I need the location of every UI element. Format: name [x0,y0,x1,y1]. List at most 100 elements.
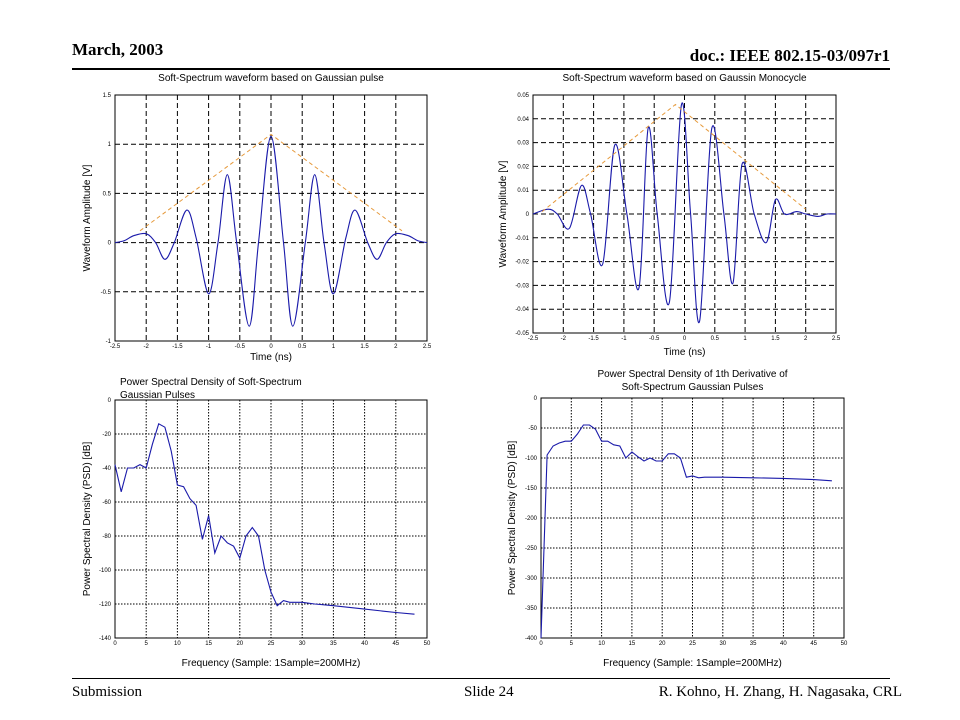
x-tick-label: 2 [394,344,398,350]
x-tick-label: 30 [719,641,726,647]
x-tick-label: 15 [629,641,636,647]
y-tick-label: 0 [108,241,112,247]
x-tick-label: 40 [361,641,368,647]
header-date: March, 2003 [72,40,164,59]
x-tick-label: -2 [144,344,150,350]
envelope-line [139,133,403,232]
y-tick-label: -0.05 [515,331,529,337]
chart-gaussian-pulse-waveform: -2.5 -2 -1.5 -1 -0.5 0 0.5 1 1.5 2 2.5 -1 -0.5 0 0.5 1 1… [82,73,432,363]
chart-psd-gaussian: 0 5 10 15 20 25 30 35 40 45 50 -140 -120 -100 -80 -60 -4… [82,377,431,669]
chart-gaussian-monocycle-waveform: -2.5 -2 -1.5 -1 -0.5 0 0.5 1 1.5 2 2.5 -0.05 -0.04 -0… [498,73,841,358]
x-tick-label: 2 [804,336,808,342]
x-tick-label: 25 [268,641,275,647]
x-tick-label: 0 [683,336,687,342]
x-tick-label: 1 [332,344,336,350]
x-tick-label: 5 [145,641,149,647]
x-tick-label: 40 [780,641,787,647]
y-tick-label: 0 [534,396,538,402]
x-tick-label: 20 [236,641,243,647]
x-tick-label: 10 [598,641,605,647]
y-tick-label: -0.01 [515,236,529,242]
x-tick-label: 20 [659,641,666,647]
y-tick-label: -200 [525,516,538,522]
x-tick-label: -1.5 [172,344,183,350]
x-tick-label: 15 [205,641,212,647]
y-tick-label: -350 [525,606,538,612]
envelope-line [541,103,807,212]
y-tick-label: -100 [525,456,538,462]
chart-title: Soft-Spectrum waveform based on Gaussian… [158,73,384,84]
series-line [114,422,415,615]
x-tick-label: -1 [621,336,627,342]
series-line [532,102,837,324]
x-tick-label: 5 [570,641,574,647]
x-axis-label: Frequency (Sample: 1Sample=200MHz) [603,658,782,669]
x-tick-label: -0.5 [235,344,246,350]
y-tick-label: -50 [528,426,537,432]
x-tick-label: 0.5 [711,336,720,342]
y-tick-label: 0.03 [517,141,529,147]
chart-title: Soft-Spectrum waveform based on Gaussin … [563,73,807,84]
x-tick-label: -2 [561,336,567,342]
x-tick-label: 50 [841,641,848,647]
y-tick-label: -40 [102,466,111,472]
y-axis-label: Power Spectral Density (PSD) [dB] [82,442,93,597]
x-tick-label: 25 [689,641,696,647]
y-tick-label: -300 [525,576,538,582]
footer-authors: R. Kohno, H. Zhang, H. Nagasaka, CRL [658,684,902,700]
y-tick-label: 0 [526,212,530,218]
x-tick-label: 2.5 [832,336,841,342]
y-tick-label: -80 [102,534,111,540]
x-axis-label: Frequency (Sample: 1Sample=200MHz) [182,658,361,669]
x-tick-label: -1.5 [588,336,599,342]
y-tick-label: 0.02 [517,164,529,170]
chart-title: Power Spectral Density of 1th Derivative… [597,369,787,393]
x-tick-label: 45 [392,641,399,647]
y-tick-label: -20 [102,432,111,438]
x-tick-label: -2.5 [528,336,539,342]
y-tick-label: -0.03 [515,283,529,289]
y-tick-label: -60 [102,500,111,506]
x-tick-label: 10 [174,641,181,647]
y-tick-label: -100 [99,568,112,574]
y-tick-label: 0.04 [517,117,529,123]
header-doc-id: doc.: IEEE 802.15-03/097r1 [689,46,890,65]
series-line [114,135,428,327]
y-axis-label: Power Spectral Density (PSD) [dB] [507,441,518,596]
x-tick-label: 35 [750,641,757,647]
y-tick-label: 0 [108,398,112,404]
footer-slide-number: Slide 24 [464,684,514,700]
footer-divider [72,678,890,679]
x-tick-label: 1 [743,336,747,342]
x-tick-label: 50 [424,641,431,647]
y-axis-label: Waveform Amplitude [V] [498,160,509,267]
y-tick-label: 0.05 [517,93,529,99]
x-tick-label: 1.5 [771,336,780,342]
footer-submission: Submission [72,684,143,700]
x-axis-label: Time (ns) [664,347,706,358]
chart-psd-derivative: 0 5 10 15 20 25 30 35 40 45 50 -400 -350 -300 -250 -200… [507,369,848,669]
x-tick-label: 0 [113,641,117,647]
x-tick-label: 0 [269,344,273,350]
y-tick-label: 0.01 [517,188,529,194]
y-tick-label: -140 [99,636,112,642]
x-axis-label: Time (ns) [250,352,292,363]
x-tick-label: 0.5 [298,344,307,350]
chart-title: Power Spectral Density of Soft-Spectrum G… [120,377,302,401]
y-tick-label: -250 [525,546,538,552]
x-tick-label: 1.5 [360,344,369,350]
x-tick-label: 35 [330,641,337,647]
y-axis-label: Waveform Amplitude [V] [82,164,93,271]
y-tick-label: -120 [99,602,112,608]
series-line [540,424,832,639]
y-tick-label: 0.5 [103,191,112,197]
y-tick-label: -0.04 [515,307,529,313]
y-tick-label: 1.5 [103,93,112,99]
header-divider [72,68,890,70]
x-tick-label: -1 [206,344,212,350]
y-tick-label: -400 [525,636,538,642]
y-tick-label: -150 [525,486,538,492]
y-tick-label: -0.5 [101,290,112,296]
x-tick-label: -2.5 [110,344,121,350]
x-tick-label: 2.5 [423,344,432,350]
